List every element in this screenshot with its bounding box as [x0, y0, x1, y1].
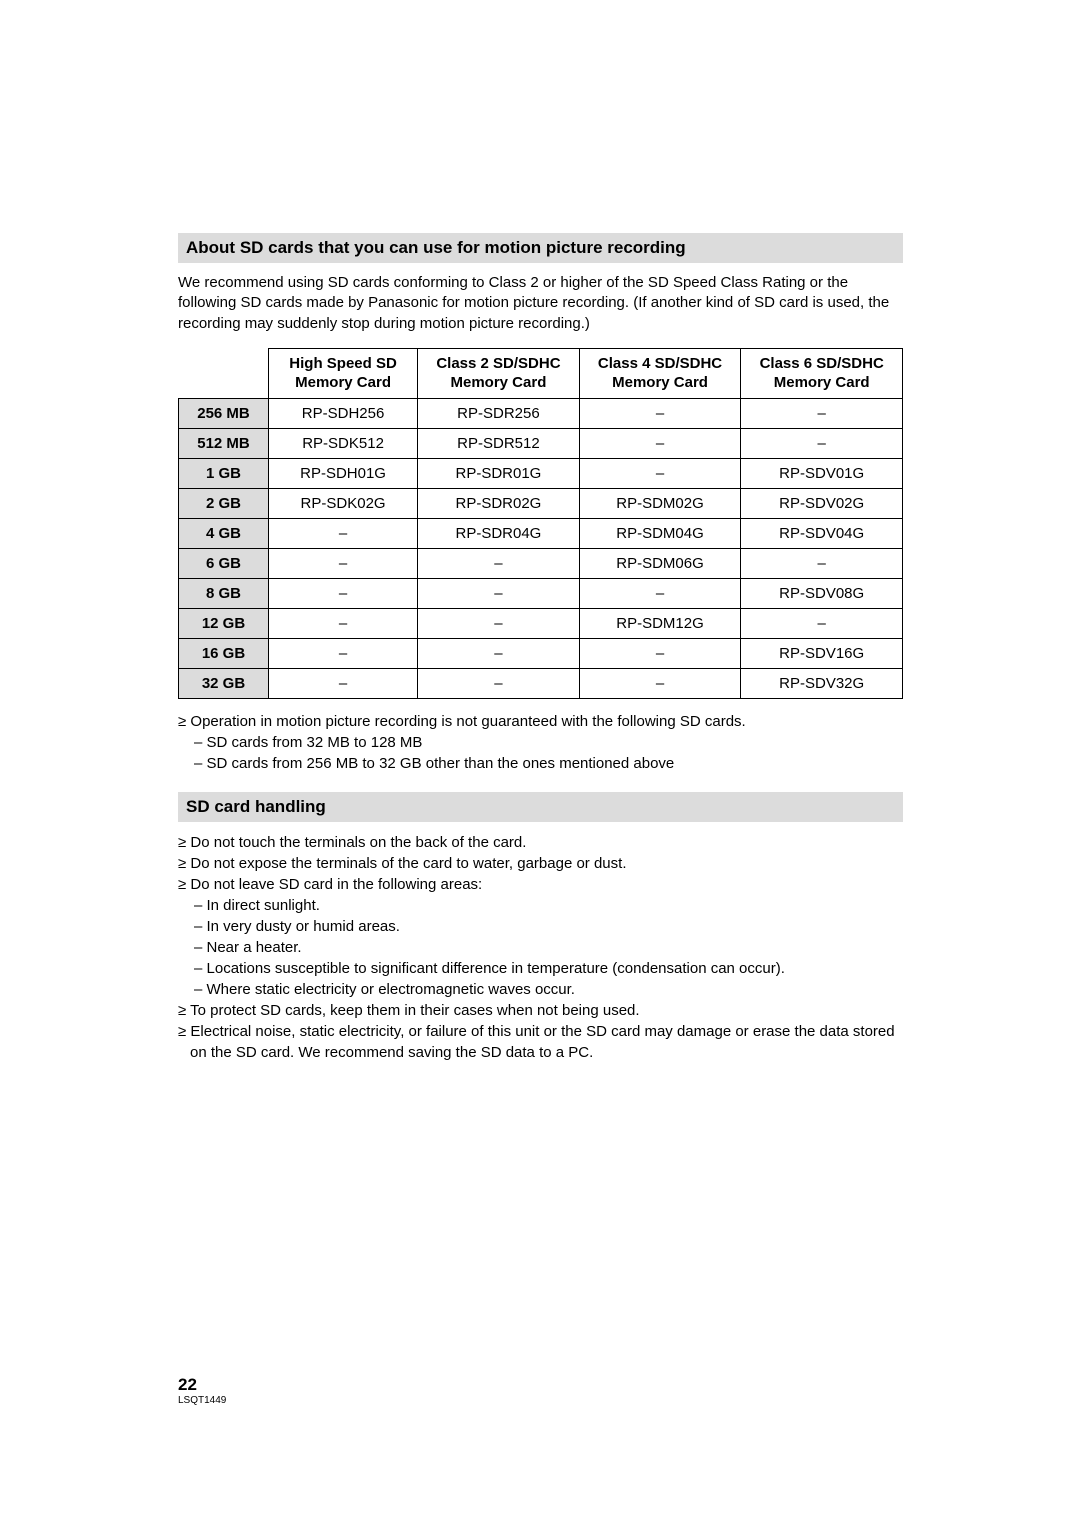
table-cell: –	[741, 429, 903, 459]
sd-card-table: High Speed SD Memory Card Class 2 SD/SDH…	[178, 348, 903, 700]
table-cell: –	[418, 579, 580, 609]
table-cell: RP-SDV02G	[741, 489, 903, 519]
table-row: 8 GB–––RP-SDV08G	[179, 579, 903, 609]
sub-bullet: – Where static electricity or electromag…	[178, 979, 903, 1000]
table-row: 2 GBRP-SDK02GRP-SDR02GRP-SDM02GRP-SDV02G	[179, 489, 903, 519]
handling-notes: ≥ Do not touch the terminals on the back…	[178, 832, 903, 1063]
table-cell: –	[579, 399, 741, 429]
after-table-notes: ≥ Operation in motion picture recording …	[178, 711, 903, 774]
bullet: ≥ Do not touch the terminals on the back…	[178, 832, 903, 853]
table-row: 16 GB–––RP-SDV16G	[179, 639, 903, 669]
sub-bullet: – Near a heater.	[178, 937, 903, 958]
intro-text: We recommend using SD cards conforming t…	[178, 273, 903, 334]
table-cell: –	[269, 549, 418, 579]
col-header: Class 4 SD/SDHC Memory Card	[579, 348, 741, 399]
table-row: 6 GB––RP-SDM06G–	[179, 549, 903, 579]
table-row: 512 MBRP-SDK512RP-SDR512––	[179, 429, 903, 459]
table-cell: RP-SDR02G	[418, 489, 580, 519]
table-cell: –	[418, 549, 580, 579]
table-cell: RP-SDR04G	[418, 519, 580, 549]
bullet: ≥ Electrical noise, static electricity, …	[178, 1021, 903, 1063]
table-row: 256 MBRP-SDH256RP-SDR256––	[179, 399, 903, 429]
section-heading-sd-cards: About SD cards that you can use for moti…	[178, 233, 903, 263]
table-cell: RP-SDV08G	[741, 579, 903, 609]
table-row: 12 GB––RP-SDM12G–	[179, 609, 903, 639]
doc-id: LSQT1449	[178, 1395, 226, 1406]
table-row: 32 GB–––RP-SDV32G	[179, 669, 903, 699]
table-cell: –	[741, 549, 903, 579]
page-number: 22	[178, 1376, 226, 1395]
table-cell: –	[269, 639, 418, 669]
table-cell: RP-SDH01G	[269, 459, 418, 489]
row-capacity: 12 GB	[179, 609, 269, 639]
table-cell: –	[269, 519, 418, 549]
table-cell: RP-SDV32G	[741, 669, 903, 699]
table-cell: RP-SDR256	[418, 399, 580, 429]
table-cell: –	[741, 399, 903, 429]
bullet: ≥ To protect SD cards, keep them in thei…	[178, 1000, 903, 1021]
row-capacity: 256 MB	[179, 399, 269, 429]
table-cell: –	[418, 639, 580, 669]
bullet: ≥ Do not leave SD card in the following …	[178, 874, 903, 895]
table-cell: RP-SDR512	[418, 429, 580, 459]
table-cell: –	[269, 669, 418, 699]
row-capacity: 6 GB	[179, 549, 269, 579]
note-sub: – SD cards from 32 MB to 128 MB	[178, 732, 903, 753]
table-cell: RP-SDH256	[269, 399, 418, 429]
table-cell: –	[418, 609, 580, 639]
table-cell: –	[741, 609, 903, 639]
table-cell: –	[418, 669, 580, 699]
table-cell: RP-SDM04G	[579, 519, 741, 549]
table-cell: –	[269, 579, 418, 609]
table-cell: RP-SDV04G	[741, 519, 903, 549]
table-cell: –	[579, 639, 741, 669]
row-capacity: 4 GB	[179, 519, 269, 549]
row-capacity: 512 MB	[179, 429, 269, 459]
table-cell: RP-SDM12G	[579, 609, 741, 639]
table-cell: –	[579, 579, 741, 609]
page-footer: 22 LSQT1449	[178, 1376, 226, 1406]
table-row: 1 GBRP-SDH01GRP-SDR01G–RP-SDV01G	[179, 459, 903, 489]
table-cell: RP-SDM02G	[579, 489, 741, 519]
note-sub: – SD cards from 256 MB to 32 GB other th…	[178, 753, 903, 774]
col-header: High Speed SD Memory Card	[269, 348, 418, 399]
col-header: Class 6 SD/SDHC Memory Card	[741, 348, 903, 399]
sub-bullet: – In very dusty or humid areas.	[178, 916, 903, 937]
row-capacity: 16 GB	[179, 639, 269, 669]
bullet: ≥ Do not expose the terminals of the car…	[178, 853, 903, 874]
table-cell: RP-SDV01G	[741, 459, 903, 489]
table-row: 4 GB–RP-SDR04GRP-SDM04GRP-SDV04G	[179, 519, 903, 549]
table-header-row: High Speed SD Memory Card Class 2 SD/SDH…	[179, 348, 903, 399]
table-cell: –	[269, 609, 418, 639]
table-cell: RP-SDM06G	[579, 549, 741, 579]
table-corner	[179, 348, 269, 399]
table-cell: RP-SDV16G	[741, 639, 903, 669]
table-cell: RP-SDK512	[269, 429, 418, 459]
sub-bullet: – Locations susceptible to significant d…	[178, 958, 903, 979]
table-cell: RP-SDK02G	[269, 489, 418, 519]
row-capacity: 1 GB	[179, 459, 269, 489]
section-heading-handling: SD card handling	[178, 792, 903, 822]
row-capacity: 8 GB	[179, 579, 269, 609]
table-cell: –	[579, 459, 741, 489]
row-capacity: 32 GB	[179, 669, 269, 699]
table-cell: –	[579, 429, 741, 459]
table-cell: –	[579, 669, 741, 699]
row-capacity: 2 GB	[179, 489, 269, 519]
sub-bullet: – In direct sunlight.	[178, 895, 903, 916]
col-header: Class 2 SD/SDHC Memory Card	[418, 348, 580, 399]
note-line: ≥ Operation in motion picture recording …	[178, 711, 903, 732]
table-cell: RP-SDR01G	[418, 459, 580, 489]
